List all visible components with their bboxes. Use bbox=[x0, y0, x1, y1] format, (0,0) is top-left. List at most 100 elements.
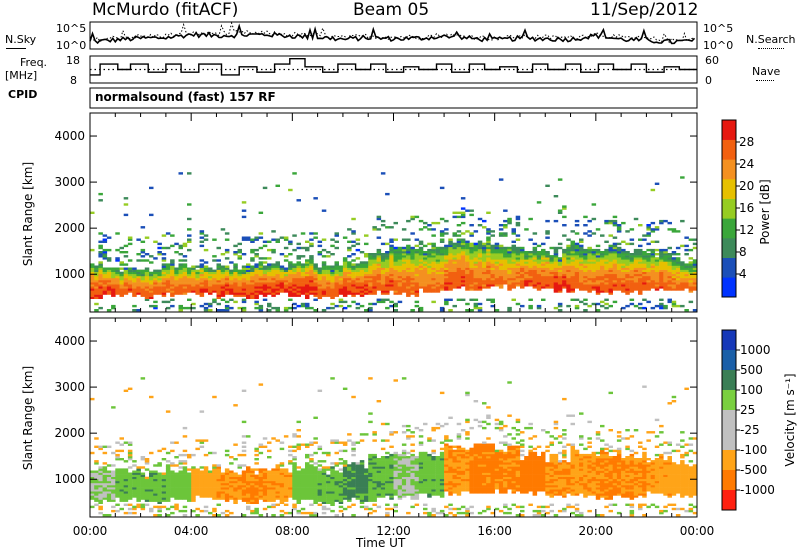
power-cell bbox=[224, 248, 230, 252]
velocity-cell bbox=[296, 487, 301, 490]
power-cell bbox=[355, 242, 361, 246]
power-cell bbox=[300, 271, 306, 275]
power-cell bbox=[237, 288, 242, 291]
velocity-cell bbox=[132, 493, 137, 496]
power-cell bbox=[562, 267, 567, 270]
power-cell bbox=[351, 217, 356, 221]
power-cell bbox=[258, 263, 264, 266]
velocity-cell bbox=[199, 487, 205, 490]
power-cell bbox=[414, 277, 420, 281]
power-cell bbox=[275, 261, 280, 264]
power-cell bbox=[642, 253, 647, 256]
power-cell bbox=[684, 267, 689, 270]
velocity-cell bbox=[140, 487, 146, 490]
power-cell bbox=[170, 261, 175, 264]
velocity-cell bbox=[300, 472, 306, 475]
velocity-cell bbox=[342, 387, 348, 390]
power-cell bbox=[406, 290, 411, 293]
power-cell bbox=[359, 280, 365, 283]
power-cell bbox=[570, 290, 575, 293]
power-cell bbox=[321, 292, 327, 295]
velocity-cell bbox=[174, 474, 179, 477]
power-cell bbox=[397, 261, 403, 264]
velocity-cell bbox=[157, 495, 162, 498]
velocity-cell bbox=[326, 493, 331, 496]
velocity-cell bbox=[305, 495, 310, 498]
velocity-cell bbox=[241, 435, 247, 438]
power-cell bbox=[532, 257, 538, 260]
power-cell bbox=[680, 304, 685, 308]
power-cell bbox=[579, 251, 584, 254]
power-cell bbox=[642, 288, 647, 291]
power-cell bbox=[675, 259, 681, 262]
power-cell bbox=[338, 298, 344, 301]
power-cell bbox=[385, 273, 390, 277]
velocity-cell bbox=[224, 499, 230, 502]
velocity-cell bbox=[406, 491, 411, 494]
velocity-cell bbox=[165, 495, 171, 498]
power-cell bbox=[591, 267, 597, 270]
power-cell bbox=[414, 251, 420, 254]
power-cell bbox=[625, 267, 630, 270]
power-cell bbox=[486, 275, 491, 279]
power-cell bbox=[246, 271, 251, 275]
power-cell bbox=[477, 267, 483, 270]
power-cell bbox=[688, 280, 694, 283]
power-cell bbox=[477, 277, 483, 281]
power-cell bbox=[557, 209, 563, 212]
velocity-cell bbox=[414, 489, 420, 492]
velocity-cell bbox=[199, 466, 205, 469]
power-cell bbox=[477, 273, 483, 277]
power-cell bbox=[275, 269, 280, 272]
power-cell bbox=[334, 304, 339, 308]
power-cell bbox=[465, 275, 470, 279]
power-cell bbox=[385, 255, 390, 258]
power-cell bbox=[334, 290, 339, 293]
power-cell bbox=[646, 273, 651, 277]
power-cell bbox=[418, 269, 424, 272]
power-cell bbox=[241, 286, 247, 289]
velocity-cell bbox=[178, 482, 183, 486]
power-cell bbox=[604, 302, 609, 306]
power-cell bbox=[608, 292, 613, 295]
power-cell bbox=[292, 234, 297, 237]
power-cell bbox=[258, 257, 264, 260]
velocity-cell bbox=[401, 482, 407, 486]
power-cell bbox=[587, 288, 592, 291]
power-cell bbox=[140, 294, 146, 297]
power-cell bbox=[583, 253, 588, 256]
power-cell bbox=[515, 259, 521, 262]
velocity-cell bbox=[296, 495, 301, 498]
velocity-cell bbox=[334, 464, 339, 467]
power-cell bbox=[254, 302, 259, 306]
velocity-cell bbox=[385, 422, 390, 426]
power-cell bbox=[688, 275, 694, 279]
power-cell bbox=[191, 273, 196, 277]
velocity-cell bbox=[106, 472, 112, 475]
power-cell bbox=[456, 248, 462, 252]
power-cell bbox=[203, 290, 209, 293]
power-cell bbox=[368, 259, 373, 262]
power-cell bbox=[608, 255, 613, 258]
power-cell bbox=[671, 228, 677, 231]
power-cell bbox=[427, 275, 432, 279]
power-cell bbox=[305, 280, 310, 283]
power-cell bbox=[490, 300, 495, 304]
power-cell bbox=[460, 275, 466, 279]
velocity-cell bbox=[406, 482, 411, 486]
power-cell bbox=[98, 265, 103, 268]
power-cell bbox=[300, 277, 306, 281]
power-cell bbox=[621, 269, 626, 272]
power-cell bbox=[309, 286, 314, 289]
power-cell bbox=[595, 244, 601, 248]
power-cell bbox=[296, 290, 301, 293]
power-cell bbox=[663, 306, 668, 310]
power-cell bbox=[477, 286, 483, 289]
velocity-cell bbox=[153, 485, 158, 488]
power-cell bbox=[452, 253, 457, 256]
velocity-cell bbox=[389, 460, 394, 463]
velocity-cell bbox=[389, 485, 394, 488]
power-cell bbox=[127, 238, 133, 241]
velocity-cell bbox=[275, 468, 280, 471]
velocity-cell bbox=[98, 478, 103, 482]
